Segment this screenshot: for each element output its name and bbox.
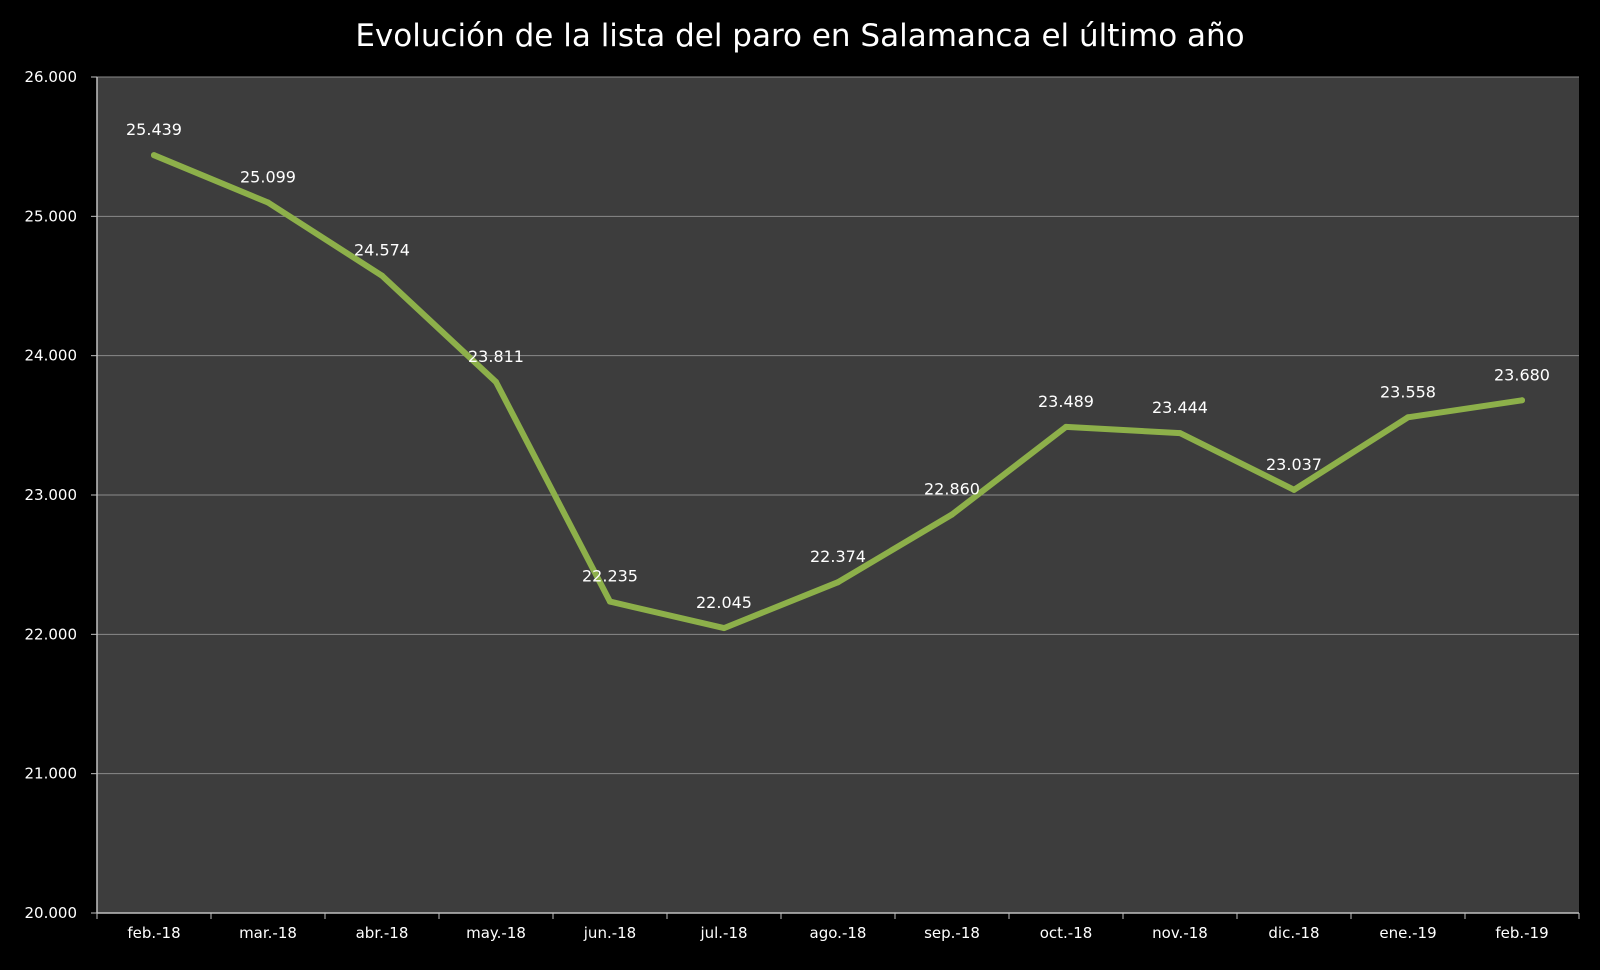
data-label: 23.558 [1380, 382, 1436, 401]
x-tick-label: oct.-18 [1040, 924, 1093, 942]
x-tick-label: abr.-18 [356, 924, 409, 942]
data-label: 24.574 [354, 241, 410, 260]
data-label: 22.860 [924, 480, 980, 499]
data-point [607, 598, 613, 605]
x-tick-label: ago.-18 [810, 924, 867, 942]
data-label: 23.811 [468, 347, 524, 366]
data-point [1177, 430, 1183, 437]
x-tick-label: may.-18 [466, 924, 526, 942]
y-tick-label: 21.000 [25, 765, 78, 783]
y-tick-label: 26.000 [25, 68, 78, 86]
x-tick-label: nov.-18 [1152, 924, 1208, 942]
chart-title: Evolución de la lista del paro en Salama… [355, 18, 1244, 54]
data-point [949, 511, 955, 518]
y-tick-label: 23.000 [25, 486, 78, 504]
data-point [1063, 423, 1069, 430]
data-point [493, 379, 499, 386]
gridlines [97, 76, 1579, 775]
data-labels: 25.439 25.099 24.574 23.811 22.235 22.045 22.3… [126, 120, 1550, 612]
x-tick-label: mar.-18 [239, 924, 297, 942]
data-point [1291, 486, 1297, 493]
y-tick-label: 25.000 [25, 207, 78, 225]
x-tick-label: sep.-18 [924, 924, 980, 942]
data-point [151, 152, 157, 159]
y-tick-label: 20.000 [25, 904, 78, 922]
x-tick-label: jul.-18 [699, 924, 747, 942]
data-point [721, 625, 727, 632]
x-tick-label: ene.-19 [1379, 924, 1436, 942]
data-label: 25.099 [240, 168, 296, 187]
data-label: 23.037 [1266, 455, 1322, 474]
y-tick-label: 22.000 [25, 625, 78, 643]
data-label: 23.444 [1152, 398, 1208, 417]
data-point [379, 272, 385, 279]
data-point [265, 199, 271, 206]
x-tick-label: dic.-18 [1268, 924, 1319, 942]
x-tick-label: feb.-19 [1495, 924, 1548, 942]
data-point [835, 579, 841, 586]
y-tick-label: 24.000 [25, 347, 78, 365]
data-label: 23.680 [1494, 365, 1550, 384]
series-layer [151, 152, 1525, 632]
x-axis-tick-labels: feb.-18 mar.-18 abr.-18 may.-18 jun.-18 jul.-… [96, 913, 1580, 942]
data-label: 22.374 [810, 547, 866, 566]
x-tick-label: jun.-18 [583, 924, 636, 942]
data-label: 22.235 [582, 567, 638, 586]
y-axis-tick-labels: 20.000 21.000 22.000 23.000 24.000 25.000 26.0… [25, 68, 97, 922]
x-tick-label: feb.-18 [127, 924, 180, 942]
data-point [1405, 414, 1411, 421]
data-label: 22.045 [696, 593, 752, 612]
data-label: 23.489 [1038, 392, 1094, 411]
data-label: 25.439 [126, 120, 182, 139]
data-point [1519, 397, 1525, 404]
